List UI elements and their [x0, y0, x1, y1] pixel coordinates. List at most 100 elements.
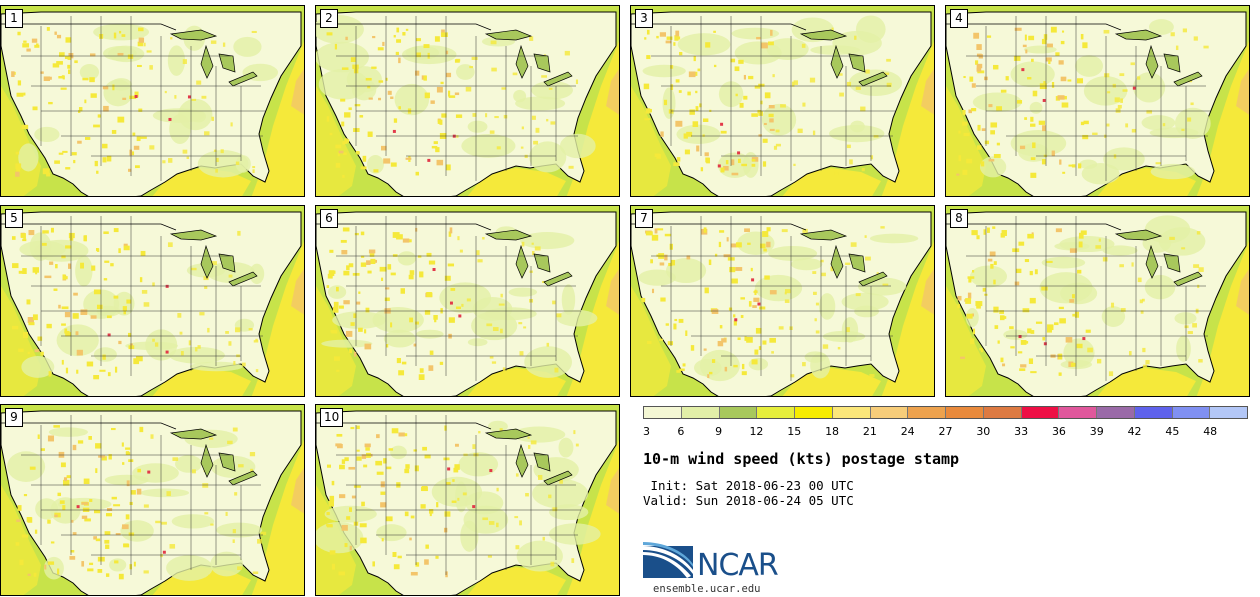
ocean-wind-area	[606, 468, 619, 514]
wind-speckle	[1027, 77, 1032, 80]
wind-speckle	[860, 106, 866, 112]
wind-speckle	[248, 328, 253, 331]
wind-speckle	[968, 109, 972, 114]
wind-speckle	[1027, 233, 1034, 239]
wind-speckle	[43, 76, 50, 82]
wind-speckle	[977, 70, 985, 74]
wind-speckle	[407, 239, 412, 243]
wind-speckle	[367, 270, 372, 274]
wind-speckle	[16, 92, 24, 97]
wind-contour	[210, 551, 244, 577]
wind-speckle	[84, 99, 87, 104]
wind-speckle	[693, 55, 696, 62]
wind-speckle	[386, 466, 392, 470]
wind-speckle	[1062, 171, 1066, 174]
wind-speckle	[162, 160, 166, 164]
wind-speckle	[1029, 297, 1036, 304]
wind-speckle	[737, 158, 741, 164]
wind-speckle	[211, 261, 217, 265]
country-border	[1, 223, 177, 231]
wind-speckle	[98, 455, 106, 458]
lake-michigan	[1145, 244, 1159, 279]
wind-speckle	[84, 518, 91, 522]
wind-speckle	[253, 340, 259, 343]
wind-speckle	[367, 131, 373, 137]
wind-speckle	[409, 270, 415, 275]
wind-speckle	[127, 332, 132, 337]
wind-speckle	[128, 345, 135, 350]
wind-speckle	[340, 239, 347, 243]
wind-speckle	[990, 130, 996, 135]
wind-contour	[109, 558, 127, 572]
wind-speckle	[667, 341, 674, 346]
wind-speckle	[360, 231, 365, 236]
wind-speckle	[659, 338, 663, 341]
wind-speckle	[138, 27, 144, 32]
wind-speckle	[339, 464, 345, 470]
wind-speckle	[47, 561, 55, 565]
wind-speckle	[554, 367, 559, 373]
wind-speckle	[1017, 351, 1023, 354]
wind-speckle	[1010, 346, 1015, 349]
wind-speckle	[338, 150, 344, 154]
wind-speckle	[666, 36, 673, 40]
wind-speckle	[12, 263, 19, 269]
wind-speckle	[377, 47, 384, 51]
wind-speckle	[365, 307, 370, 313]
wind-contour	[508, 287, 538, 297]
wind-speckle	[962, 121, 968, 126]
wind-speckle	[663, 99, 668, 106]
wind-speckle	[63, 477, 68, 481]
wind-speckle	[360, 262, 367, 267]
wind-speckle	[363, 464, 368, 468]
wind-speckle	[402, 238, 410, 243]
colorbar-segment	[795, 407, 833, 418]
wind-speckle	[57, 568, 60, 575]
wind-speckle	[234, 492, 238, 496]
wind-speckle	[465, 86, 472, 92]
lake-huron	[533, 53, 551, 73]
wind-speckle	[1074, 311, 1080, 318]
wind-speckle	[192, 469, 196, 474]
wind-speckle	[743, 74, 747, 80]
wind-speckle	[139, 426, 144, 433]
wind-speckle	[780, 104, 786, 108]
wind-speckle	[102, 86, 109, 90]
wind-speckle	[125, 451, 130, 454]
wind-speckle	[769, 128, 775, 131]
wind-speckle	[741, 371, 747, 376]
wind-speckle	[450, 287, 456, 291]
wind-speckle	[111, 129, 117, 134]
wind-speckle	[976, 53, 982, 57]
wind-speckle	[546, 118, 549, 122]
wind-speckle	[1046, 260, 1053, 263]
wind-map	[1, 405, 304, 595]
wind-speckle	[986, 227, 990, 233]
wind-contour	[458, 452, 499, 477]
wind-speckle	[396, 39, 402, 43]
wind-speckle	[697, 68, 701, 72]
wind-speckle	[26, 299, 31, 305]
wind-speckle	[756, 36, 761, 40]
wind-speckle	[201, 95, 207, 99]
wind-speckle	[252, 571, 259, 574]
wind-speckle	[139, 277, 143, 283]
wind-speckle	[673, 42, 676, 46]
wind-speckle	[408, 274, 414, 280]
wind-speckle	[405, 464, 410, 469]
wind-speckle	[356, 456, 362, 461]
ocean-wind-area	[1196, 41, 1249, 196]
wind-speckle	[737, 337, 741, 341]
wind-speckle	[105, 544, 110, 549]
wind-speckle	[393, 564, 400, 570]
wind-speckle	[705, 42, 711, 48]
lake-erie	[543, 71, 573, 87]
wind-speckle	[454, 92, 460, 96]
wind-speckle	[125, 452, 131, 456]
wind-speckle	[559, 479, 563, 484]
colorbar-segment	[1134, 407, 1173, 418]
wind-speckle	[702, 134, 705, 137]
wind-speckle	[976, 63, 983, 69]
wind-speckle	[403, 433, 408, 437]
wind-speckle	[351, 495, 356, 499]
